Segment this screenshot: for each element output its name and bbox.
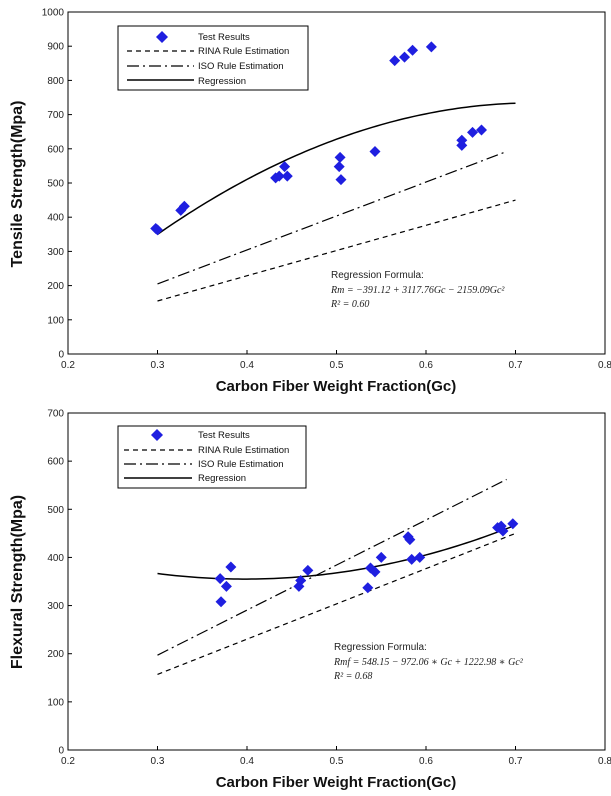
flexural-x-tick-label: 0.3 [151,756,165,767]
legend-marker-icon [156,31,168,43]
tensile-legend: Test Results RINA Rule Estimation ISO Ru… [117,25,309,91]
tensile-y-tick-label: 600 [47,144,64,155]
flexural-legend: Test Results RINA Rule Estimation ISO Ru… [117,425,307,489]
flexural-y-axis-label: Flexural Strength(Mpa) [9,495,26,669]
flexural-annotation-title: Regression Formula: [334,642,427,653]
flexural-marks: 0.2 0.3 0.4 0.5 0.6 0.7 0.8 0 100 200 300 400 500 600… [47,409,611,768]
tensile-y-tick-label: 700 [47,110,64,121]
flexural-annotation-formula: Rmf = 548.15 − 972.06 ∗ Gc + 1222.98 ∗ G… [333,657,524,668]
tensile-legend-label-3: Regression [198,76,246,87]
tensile-test-point [281,170,293,182]
flexural-test-point [404,534,416,546]
flexural-x-axis-label: Carbon Fiber Weight Fraction(Gc) [216,774,457,791]
flexural-chart: 0.2 0.3 0.4 0.5 0.6 0.7 0.8 0 100 200 300 400 500 600… [9,409,611,792]
flexural-legend-label-2: ISO Rule Estimation [198,459,284,470]
flexural-test-point [375,551,387,563]
tensile-test-point [273,170,285,182]
tensile-x-tick-label: 0.5 [330,360,344,371]
tensile-y-axis-label: Tensile Strength(Mpa) [9,101,26,268]
tensile-test-point [334,151,346,163]
tensile-marks: 0.2 0.3 0.4 0.5 0.6 0.7 0.8 0 100 200 300 400 500 600… [42,8,611,372]
flexural-rina-line [157,532,516,675]
flexural-y-tick-label: 600 [47,457,64,468]
tensile-y-tick-label: 300 [47,247,64,258]
flexural-test-point [302,564,314,576]
tensile-annotation: Regression Formula: Rm = −391.12 + 3117.… [330,270,505,310]
flexural-test-point [414,551,426,563]
tensile-x-axis-label: Carbon Fiber Weight Fraction(Gc) [216,378,457,395]
tensile-y-tick-label: 500 [47,179,64,190]
tensile-rina-line [157,199,516,302]
tensile-y-tick-label: 1000 [42,8,65,19]
flexural-x-tick-label: 0.6 [419,756,433,767]
flexural-legend-label-1: RINA Rule Estimation [198,445,289,456]
tensile-y-tick-label: 0 [58,350,64,361]
tensile-test-point [369,146,381,158]
tensile-x-tick-label: 0.2 [61,360,75,371]
tensile-test-point [389,55,401,67]
flexural-annotation: Regression Formula: Rmf = 548.15 − 972.0… [333,642,524,682]
flexural-x-tick-label: 0.4 [240,756,254,767]
tensile-test-point [178,200,190,212]
flexural-test-point [369,566,381,578]
tensile-x-tick-label: 0.8 [598,360,611,371]
flexural-test-point [220,580,232,592]
flexural-test-point [362,582,374,594]
tensile-chart: 0.2 0.3 0.4 0.5 0.6 0.7 0.8 0 100 200 300 400 500 600… [9,8,611,396]
tensile-x-tick-label: 0.7 [509,360,523,371]
tensile-test-point [425,41,437,53]
tensile-iso-line [157,150,507,285]
tensile-x-tick-label: 0.6 [419,360,433,371]
tensile-y-tick-label: 400 [47,213,64,224]
tensile-test-point [467,126,479,138]
tensile-x-tick-label: 0.3 [151,360,165,371]
flexural-test-point [214,573,226,585]
tensile-test-point [279,161,291,173]
flexural-legend-label-3: Regression [198,473,246,484]
tensile-y-tick-label: 100 [47,315,64,326]
flexural-y-tick-label: 700 [47,409,64,420]
tensile-test-point [399,51,411,63]
tensile-x-tick-label: 0.4 [240,360,254,371]
tensile-annotation-r2: R² = 0.60 [330,299,369,310]
flexural-x-tick-label: 0.7 [509,756,523,767]
flexural-test-point [225,561,237,573]
flexural-y-tick-label: 0 [58,746,64,757]
tensile-legend-label-0: Test Results [198,32,250,43]
flexural-y-tick-label: 400 [47,553,64,564]
flexural-test-point [215,596,227,608]
flexural-y-tick-label: 500 [47,505,64,516]
flexural-test-point [497,525,509,537]
tensile-test-point [152,224,163,236]
tensile-test-point [407,44,419,56]
tensile-annotation-formula: Rm = −391.12 + 3117.76Gc − 2159.09Gc² [330,285,505,296]
flexural-y-tick-label: 200 [47,649,64,660]
tensile-test-point [333,161,345,173]
flexural-test-point [507,518,519,530]
tensile-legend-label-2: ISO Rule Estimation [198,61,284,72]
flexural-x-tick-label: 0.8 [598,756,611,767]
tensile-annotation-title: Regression Formula: [331,270,424,281]
flexural-regression-curve [157,524,516,580]
flexural-y-tick-label: 100 [47,697,64,708]
flexural-x-tick-label: 0.2 [61,756,75,767]
flexural-annotation-r2: R² = 0.68 [333,671,372,682]
flexural-test-point [406,553,418,565]
flexural-legend-label-0: Test Results [198,430,250,441]
tensile-regression-curve [157,102,516,235]
tensile-y-tick-label: 800 [47,76,64,87]
flexural-x-tick-label: 0.5 [330,756,344,767]
tensile-test-point [456,134,468,146]
flexural-test-point [295,575,307,587]
flexural-iso-line [157,478,507,656]
tensile-test-point [475,124,487,136]
tensile-test-point [335,174,347,186]
tensile-legend-label-1: RINA Rule Estimation [198,46,289,57]
tensile-y-tick-label: 900 [47,42,64,53]
legend-marker-icon [151,429,163,441]
tensile-y-tick-label: 200 [47,281,64,292]
flexural-y-tick-label: 300 [47,601,64,612]
